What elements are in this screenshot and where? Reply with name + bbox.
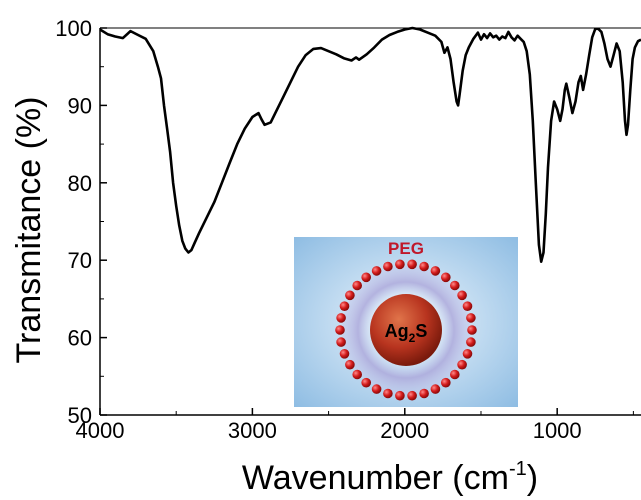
peg-bead — [395, 259, 405, 270]
peg-bead — [462, 349, 473, 359]
peg-bead — [467, 325, 477, 335]
peg-bead — [407, 390, 417, 401]
peg-bead — [450, 369, 460, 380]
x-axis-label-superscript: -1 — [509, 458, 527, 480]
peg-bead — [466, 313, 476, 323]
peg-bead — [407, 259, 417, 270]
peg-bead — [419, 261, 429, 272]
peg-ag2s-inset: PEG Ag2S — [294, 237, 518, 407]
peg-bead — [339, 349, 350, 359]
peg-bead — [441, 272, 451, 283]
ag2s-label-s: S — [415, 321, 427, 341]
y-tick-label: 100 — [55, 16, 92, 41]
y-tick-label: 70 — [68, 248, 92, 273]
y-tick-label: 60 — [68, 326, 92, 351]
peg-bead — [462, 301, 473, 312]
peg-bead — [352, 280, 363, 291]
peg-bead — [345, 359, 355, 370]
ag2s-label: Ag2S — [385, 321, 428, 345]
ag2s-core — [370, 294, 442, 366]
x-tick-label: 1000 — [533, 418, 582, 443]
peg-bead — [450, 280, 460, 291]
x-tick-label: 4000 — [76, 418, 125, 443]
peg-bead — [361, 272, 372, 283]
peg-bead — [361, 377, 372, 388]
x-axis-label: Wavenumber (cm-1) — [242, 458, 538, 497]
peg-bead — [466, 337, 476, 347]
peg-label: PEG — [388, 239, 424, 258]
peg-bead — [371, 384, 382, 394]
y-axis-label: Transmitance (%) — [10, 96, 48, 363]
peg-bead — [430, 266, 441, 276]
peg-bead — [395, 390, 405, 401]
peg-bead — [336, 337, 346, 347]
peg-bead — [457, 359, 467, 370]
x-tick-label: 2000 — [380, 418, 429, 443]
peg-bead — [336, 313, 346, 323]
peg-bead — [345, 290, 355, 301]
peg-bead — [441, 377, 451, 388]
x-tick-label: 3000 — [228, 418, 277, 443]
y-tick-label: 90 — [68, 93, 92, 118]
peg-bead — [339, 301, 350, 312]
x-ticks: 4000 3000 2000 1000 — [76, 408, 634, 443]
ag2s-label-ag: Ag — [385, 321, 409, 341]
y-ticks: 50 60 70 80 90 100 — [55, 16, 107, 428]
peg-bead — [335, 325, 345, 335]
x-axis-label-close: ) — [527, 459, 538, 497]
y-tick-label: 80 — [68, 171, 92, 196]
spectrum-line — [99, 26, 641, 263]
peg-bead — [419, 388, 429, 399]
peg-beads — [335, 259, 477, 401]
peg-bead — [371, 266, 382, 276]
x-axis-label-text: Wavenumber (cm — [242, 459, 509, 497]
peg-bead — [457, 290, 467, 301]
ag2s-label-subscript: 2 — [409, 331, 416, 345]
peg-bead — [352, 369, 363, 380]
peg-bead — [383, 388, 393, 399]
y-tick-label: 50 — [68, 403, 92, 428]
peg-bead — [430, 384, 441, 394]
peg-bead — [383, 261, 393, 272]
